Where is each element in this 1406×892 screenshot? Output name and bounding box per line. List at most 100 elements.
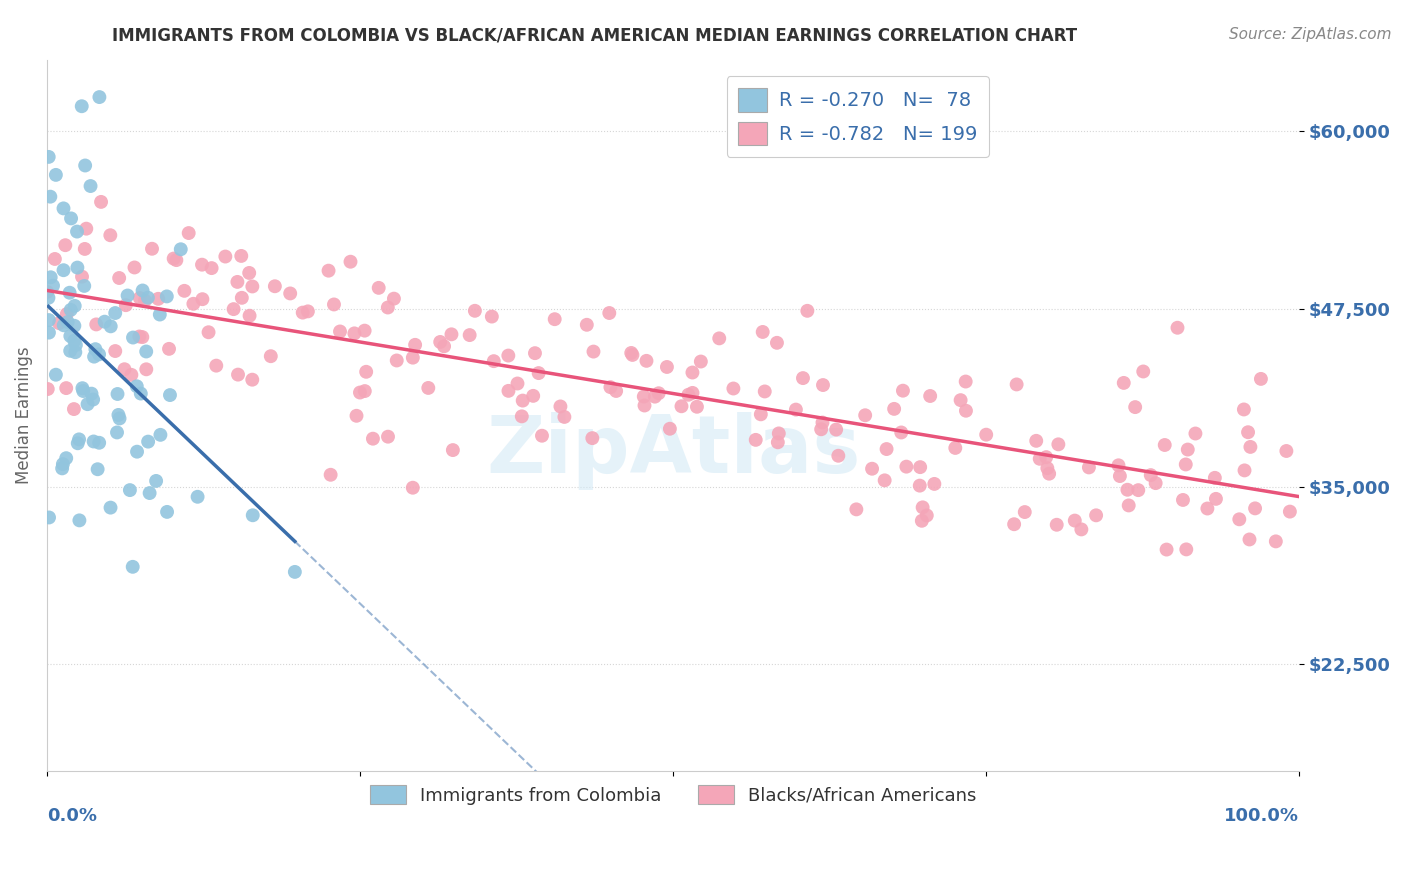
Point bbox=[527, 366, 550, 380]
Point bbox=[108, 411, 131, 425]
Point bbox=[125, 444, 148, 458]
Point bbox=[83, 350, 105, 364]
Point bbox=[1036, 461, 1059, 475]
Point bbox=[658, 422, 681, 436]
Point bbox=[429, 334, 451, 349]
Point bbox=[385, 353, 408, 368]
Point bbox=[187, 490, 209, 504]
Point bbox=[1177, 442, 1199, 457]
Point bbox=[260, 349, 283, 363]
Point bbox=[205, 359, 228, 373]
Point bbox=[671, 399, 693, 413]
Point bbox=[163, 252, 186, 266]
Point bbox=[226, 368, 249, 382]
Point bbox=[792, 371, 814, 385]
Point bbox=[291, 305, 314, 319]
Point bbox=[402, 351, 425, 365]
Point bbox=[440, 327, 463, 342]
Point bbox=[89, 90, 111, 104]
Point bbox=[873, 474, 896, 488]
Point bbox=[908, 460, 931, 475]
Point bbox=[87, 347, 110, 361]
Point bbox=[66, 436, 89, 450]
Point bbox=[353, 384, 375, 398]
Point bbox=[853, 409, 876, 423]
Point bbox=[37, 382, 59, 396]
Point bbox=[72, 381, 94, 395]
Point bbox=[464, 303, 486, 318]
Point bbox=[644, 390, 666, 404]
Point bbox=[377, 301, 399, 315]
Point bbox=[66, 225, 89, 239]
Point bbox=[284, 565, 307, 579]
Point bbox=[149, 427, 172, 442]
Point bbox=[530, 428, 553, 442]
Point bbox=[1025, 434, 1047, 448]
Point bbox=[136, 434, 159, 449]
Point bbox=[156, 289, 179, 303]
Point bbox=[84, 342, 107, 356]
Point bbox=[1028, 451, 1050, 466]
Point bbox=[278, 286, 301, 301]
Point bbox=[114, 362, 136, 376]
Point bbox=[42, 278, 65, 293]
Point bbox=[481, 310, 503, 324]
Point bbox=[810, 422, 832, 436]
Point bbox=[1063, 514, 1085, 528]
Point bbox=[79, 179, 101, 194]
Point bbox=[498, 384, 520, 398]
Point bbox=[131, 284, 153, 298]
Point bbox=[1128, 483, 1150, 497]
Point bbox=[135, 344, 157, 359]
Point bbox=[1166, 320, 1188, 334]
Point bbox=[70, 99, 93, 113]
Point bbox=[165, 253, 187, 268]
Point bbox=[56, 315, 79, 329]
Point bbox=[89, 435, 111, 450]
Point bbox=[98, 228, 121, 243]
Point bbox=[1132, 364, 1154, 378]
Point bbox=[550, 400, 572, 414]
Point bbox=[138, 486, 160, 500]
Point bbox=[382, 292, 405, 306]
Point bbox=[100, 319, 122, 334]
Point bbox=[1144, 476, 1167, 491]
Point bbox=[177, 226, 200, 240]
Point bbox=[55, 381, 77, 395]
Point bbox=[59, 285, 82, 300]
Point bbox=[891, 384, 914, 398]
Point bbox=[681, 366, 703, 380]
Point bbox=[1112, 376, 1135, 390]
Point bbox=[949, 393, 972, 408]
Point bbox=[1237, 425, 1260, 440]
Point bbox=[796, 303, 818, 318]
Point bbox=[404, 338, 426, 352]
Point bbox=[1239, 440, 1261, 454]
Point bbox=[811, 416, 834, 430]
Point bbox=[136, 291, 159, 305]
Point bbox=[156, 505, 179, 519]
Point bbox=[1005, 377, 1028, 392]
Point bbox=[633, 399, 655, 413]
Point bbox=[125, 379, 148, 393]
Point bbox=[709, 331, 731, 345]
Point bbox=[129, 386, 152, 401]
Point bbox=[1264, 534, 1286, 549]
Point bbox=[723, 382, 745, 396]
Point bbox=[911, 500, 934, 515]
Point bbox=[63, 299, 86, 313]
Point bbox=[38, 150, 60, 164]
Point bbox=[242, 508, 264, 523]
Point bbox=[955, 403, 977, 417]
Point bbox=[104, 306, 127, 320]
Point bbox=[827, 449, 849, 463]
Point bbox=[1156, 542, 1178, 557]
Point bbox=[915, 508, 938, 523]
Point bbox=[1197, 501, 1219, 516]
Point bbox=[1035, 450, 1057, 464]
Point bbox=[66, 260, 89, 275]
Point bbox=[1047, 437, 1070, 451]
Point bbox=[63, 334, 86, 348]
Point bbox=[135, 362, 157, 376]
Point bbox=[148, 292, 170, 306]
